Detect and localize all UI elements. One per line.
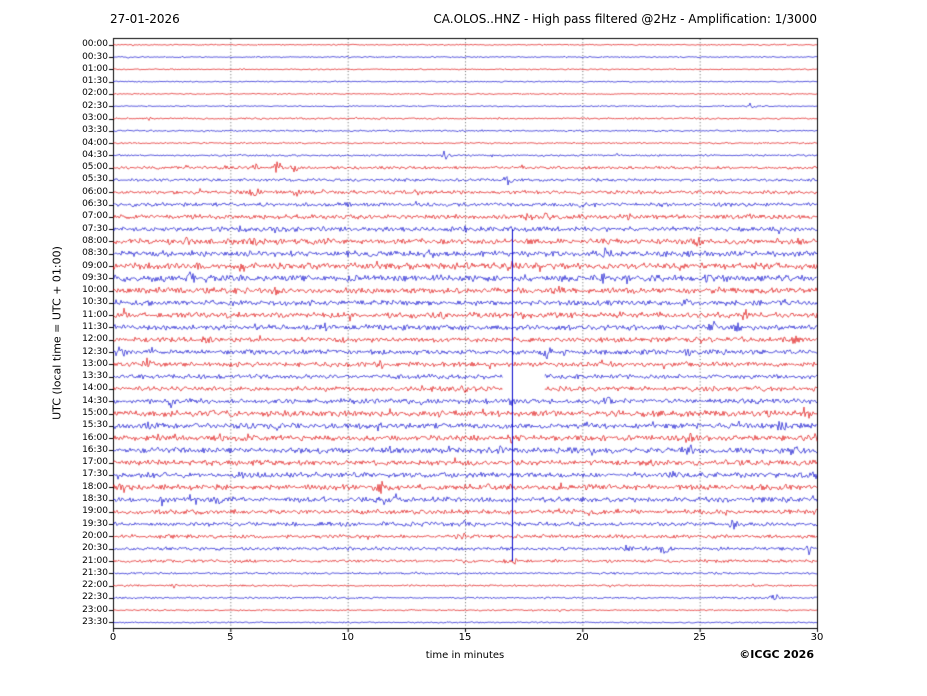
x-tick-label-20: 20: [575, 632, 589, 643]
row-label-22-30: 22:30: [82, 592, 108, 603]
row-label-03-30: 03:30: [82, 125, 108, 136]
row-label-00-00: 00:00: [82, 39, 108, 50]
row-label-20-00: 20:00: [82, 530, 108, 541]
row-label-03-00: 03:00: [82, 113, 108, 123]
row-label-16-00: 16:00: [82, 432, 108, 443]
row-label-04-00: 04:00: [82, 137, 108, 148]
copyright-text: ©ICGC 2026: [739, 648, 814, 661]
row-label-23-00: 23:00: [82, 604, 108, 615]
row-label-01-30: 01:30: [82, 76, 108, 87]
x-tick-label-25: 25: [693, 632, 707, 643]
row-label-06-30: 06:30: [82, 199, 108, 210]
row-label-02-00: 02:00: [82, 88, 108, 99]
x-axis-label: time in minutes: [425, 650, 505, 661]
x-tick-label-5: 5: [227, 632, 234, 643]
row-label-18-30: 18:30: [82, 494, 108, 505]
row-label-21-30: 21:30: [82, 567, 108, 578]
row-label-14-30: 14:30: [82, 395, 108, 406]
row-label-08-00: 08:00: [82, 235, 108, 246]
row-label-07-00: 07:00: [82, 211, 108, 222]
row-label-19-30: 19:30: [82, 518, 108, 529]
row-label-19-00: 19:00: [82, 506, 108, 517]
row-label-11-00: 11:00: [82, 309, 108, 320]
row-label-15-30: 15:30: [82, 420, 108, 431]
row-label-20-30: 20:30: [82, 543, 108, 554]
row-label-04-30: 04:30: [82, 149, 108, 160]
row-label-00-30: 00:30: [82, 51, 108, 62]
x-tick-label-0: 0: [109, 632, 117, 643]
row-label-05-30: 05:30: [82, 174, 108, 185]
row-label-15-00: 15:00: [82, 408, 108, 418]
row-label-13-30: 13:30: [82, 371, 108, 382]
row-label-09-00: 09:00: [82, 260, 108, 271]
row-label-12-00: 12:00: [82, 334, 108, 345]
row-label-23-30: 23:30: [82, 616, 108, 627]
row-label-17-30: 17:30: [82, 469, 108, 480]
row-label-22-00: 22:00: [82, 580, 108, 591]
x-tick-label-10: 10: [341, 632, 355, 643]
row-label-12-30: 12:30: [82, 346, 108, 357]
row-label-06-00: 06:00: [82, 186, 108, 197]
row-label-07-30: 07:30: [82, 223, 108, 234]
row-label-10-00: 10:00: [82, 285, 108, 296]
plot-date: 27-01-2026: [110, 12, 180, 26]
row-label-11-30: 11:30: [82, 321, 108, 332]
row-label-18-00: 18:00: [82, 481, 108, 492]
y-axis-label: UTC (local time = UTC + 01:00): [50, 246, 64, 420]
row-label-09-30: 09:30: [82, 272, 108, 283]
x-tick-label-30: 30: [810, 632, 824, 643]
row-label-13-00: 13:00: [82, 358, 108, 369]
row-label-01-00: 01:00: [82, 63, 108, 74]
row-label-02-30: 02:30: [82, 100, 108, 111]
row-label-05-00: 05:00: [82, 162, 108, 173]
row-label-17-00: 17:00: [82, 457, 108, 468]
row-label-14-00: 14:00: [82, 383, 108, 394]
row-label-10-30: 10:30: [82, 297, 108, 308]
row-label-21-00: 21:00: [82, 555, 108, 566]
x-tick-label-15: 15: [458, 632, 472, 643]
plot-title: CA.OLOS..HNZ - High pass filtered @2Hz -…: [433, 12, 817, 26]
row-label-08-30: 08:30: [82, 248, 108, 259]
row-label-16-30: 16:30: [82, 444, 108, 455]
